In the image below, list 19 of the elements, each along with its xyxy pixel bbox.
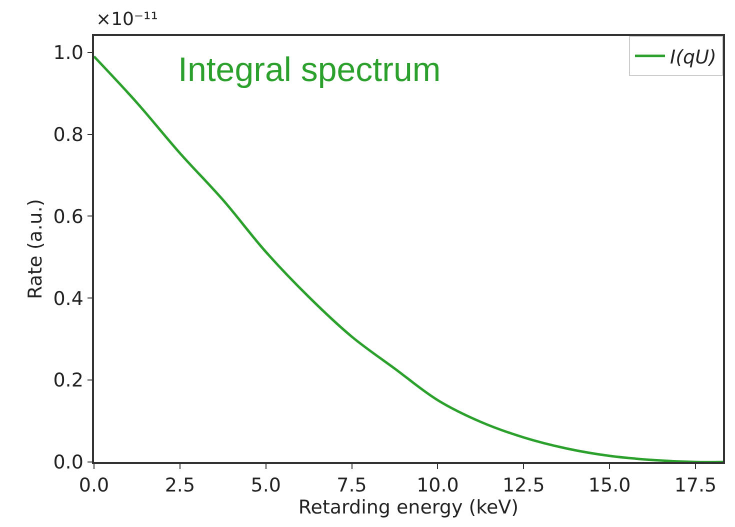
x-tick-label: 15.0 — [588, 474, 631, 497]
x-tick-label: 12.5 — [502, 474, 545, 497]
y-axis-title: Rate (a.u.) — [24, 198, 47, 300]
text: Integral spectrum — [178, 51, 441, 89]
x-tick-label: 17.5 — [674, 474, 717, 497]
y-tick-label: 0.0 — [53, 452, 84, 474]
y-tick-label: 0.4 — [53, 288, 84, 310]
y-tick-label: 0.2 — [53, 370, 84, 392]
y-tick-label: 1.0 — [53, 42, 84, 64]
y-tick-label: 0.6 — [53, 206, 84, 228]
x-tick-label: 7.5 — [336, 474, 367, 497]
x-tick-label: 10.0 — [416, 474, 459, 497]
x-axis-title: Retarding energy (keV) — [298, 496, 519, 519]
x-tick-label: 2.5 — [164, 474, 196, 497]
x-tick-label: 0.0 — [78, 474, 110, 497]
x-tick-label: 5.0 — [250, 474, 281, 497]
y-tick-label: 0.8 — [53, 124, 84, 146]
text: ×10⁻¹¹ — [96, 9, 158, 30]
legend-label: I(qU) — [670, 46, 716, 68]
